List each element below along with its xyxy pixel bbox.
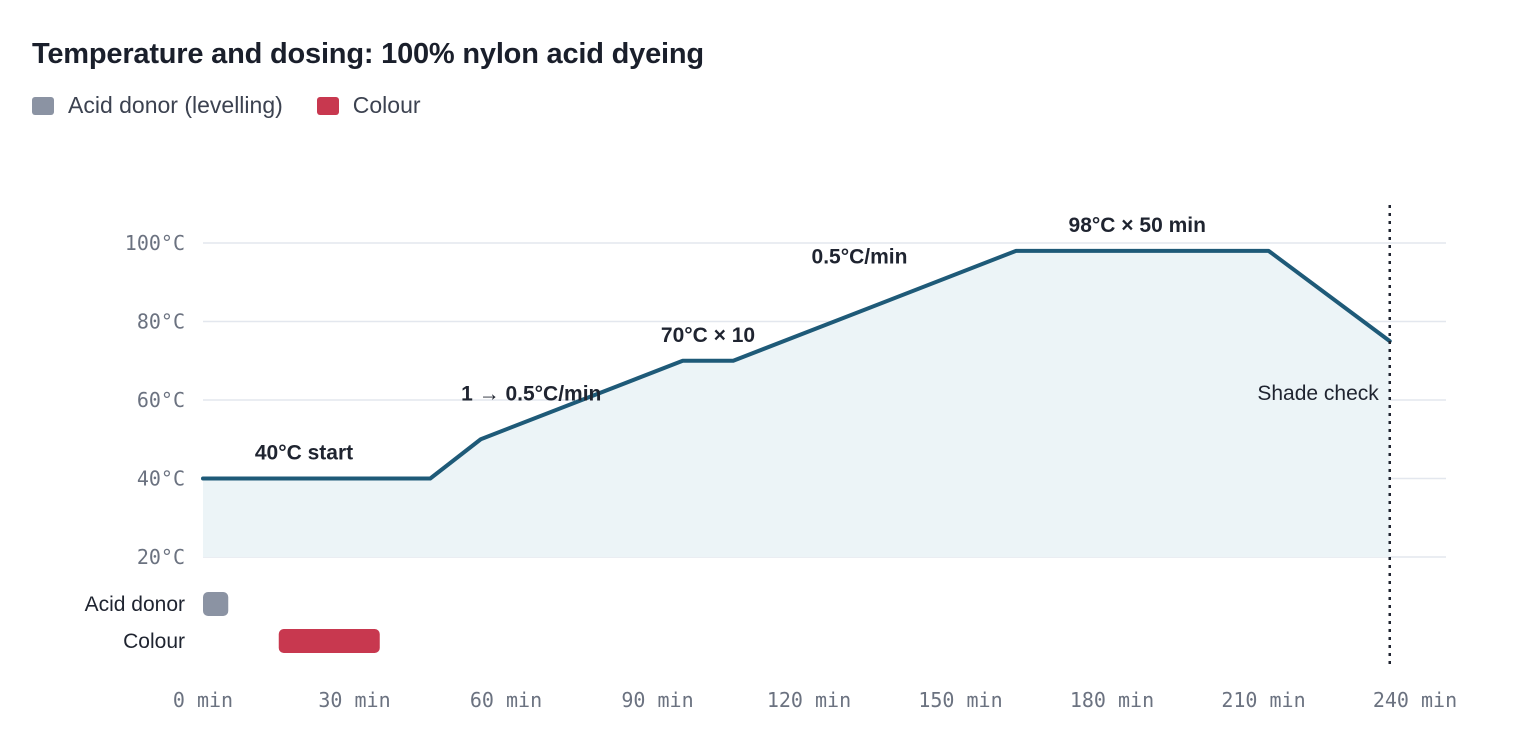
shade-check-marker: Shade check bbox=[1257, 205, 1391, 666]
dosing-bars: Acid donor Colour bbox=[85, 592, 380, 653]
dosing-bar-acid-donor bbox=[203, 592, 229, 616]
annotation-98-c-50-min: 98°C × 50 min bbox=[1069, 214, 1206, 237]
dosing-row-label-colour: Colour bbox=[123, 630, 185, 653]
x-tick-label: 30 min bbox=[318, 688, 390, 712]
legend-label-acid-donor: Acid donor (levelling) bbox=[68, 92, 283, 118]
chart-title: Temperature and dosing: 100% nylon acid … bbox=[32, 38, 704, 70]
y-axis-ticks: 20°C 40°C 60°C 80°C 100°C bbox=[125, 231, 185, 569]
temperature-series-line bbox=[201, 248, 1392, 481]
y-tick-label: 40°C bbox=[137, 467, 185, 491]
annotation-1-0-5-c-min: 1 → 0.5°C/min bbox=[461, 383, 601, 406]
dosing-bar-colour bbox=[278, 629, 380, 653]
annotation-0-5-c-min: 0.5°C/min bbox=[812, 245, 908, 268]
annotations: 40°C start 1 → 0.5°C/min 70°C × 10 0.5°C/mi… bbox=[255, 214, 1206, 465]
dosing-row-label-acid-donor: Acid donor bbox=[85, 593, 185, 616]
y-tick-label: 80°C bbox=[137, 310, 185, 334]
x-tick-label: 210 min bbox=[1221, 688, 1305, 712]
legend-item-colour: Colour bbox=[316, 92, 421, 119]
y-tick-label: 60°C bbox=[137, 388, 185, 412]
temperature-area-fill bbox=[203, 250, 1390, 557]
x-axis-ticks: 0 min 30 min 60 min 90 min 120 min 150 min 180… bbox=[173, 688, 1457, 712]
annotation-40-c-start: 40°C start bbox=[255, 442, 353, 465]
y-tick-label: 100°C bbox=[125, 231, 185, 255]
x-tick-label: 60 min bbox=[470, 688, 542, 712]
legend: Acid donor (levelling) Colour bbox=[32, 92, 455, 119]
legend-item-acid-donor: Acid donor (levelling) bbox=[32, 92, 283, 119]
legend-label-colour: Colour bbox=[352, 92, 421, 118]
x-tick-label: 90 min bbox=[621, 688, 693, 712]
y-tick-label: 20°C bbox=[137, 545, 185, 569]
x-tick-label: 120 min bbox=[767, 688, 851, 712]
temperature-area bbox=[203, 250, 1390, 557]
annotation-70-c-10: 70°C × 10 bbox=[661, 324, 755, 347]
shade-check-label: Shade check bbox=[1257, 382, 1379, 405]
legend-swatch-acid-donor bbox=[32, 96, 54, 115]
x-tick-label: 180 min bbox=[1070, 688, 1154, 712]
legend-swatch-colour bbox=[316, 96, 339, 115]
x-tick-label: 0 min bbox=[173, 688, 233, 712]
x-tick-label: 150 min bbox=[918, 688, 1002, 712]
x-tick-label: 240 min bbox=[1373, 688, 1457, 712]
